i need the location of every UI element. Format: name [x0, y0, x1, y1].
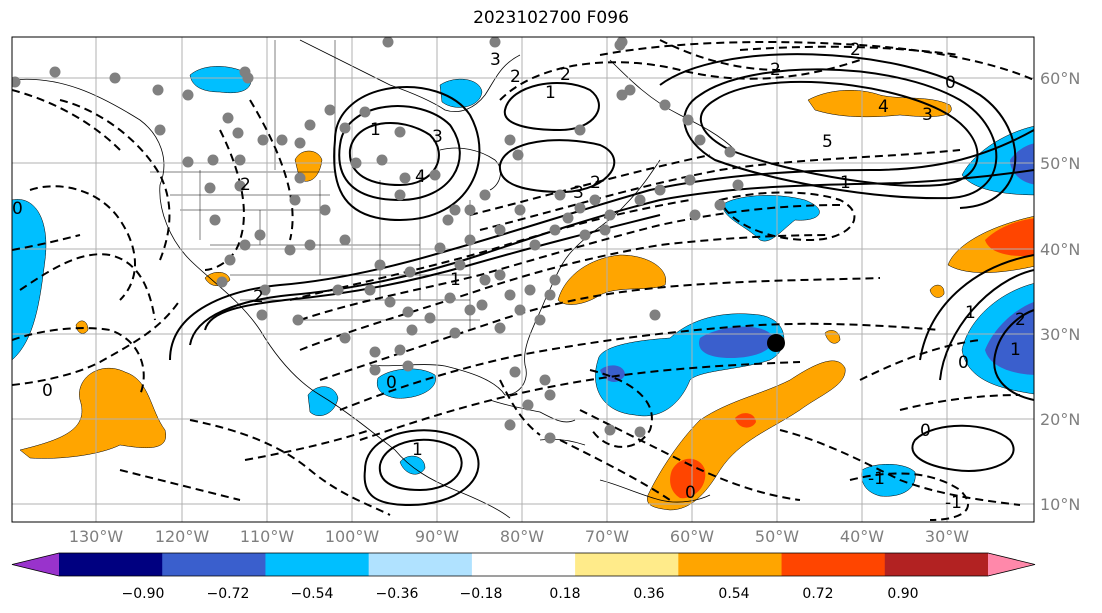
colorbar-tick-labels: −0.90 −0.72 −0.54 −0.36 −0.18 0.18 0.36 … — [122, 586, 919, 602]
lat-label-30n: 30°N — [1040, 325, 1080, 344]
lon-label-80w: 80°W — [500, 527, 544, 546]
contour-label: 4 — [415, 167, 426, 187]
map-title: 2023102700 F096 — [473, 8, 629, 28]
colorbar-segment — [781, 553, 886, 576]
contour-label: 0 — [12, 199, 23, 219]
contour-label: 0 — [945, 73, 956, 93]
colorbar-segment — [59, 553, 163, 576]
shading-negative-strong — [985, 301, 1034, 375]
contour-label: 1 — [545, 83, 556, 103]
contour-label: 5 — [822, 132, 833, 152]
colorbar-segment — [884, 553, 989, 576]
shading-positive — [557, 254, 667, 305]
contour-labels: 2 1 2 3 3 1 3 5 1 0 4 4 3 2 0 2 0 1 -1 0… — [12, 40, 1026, 513]
contour-label: 2 — [1015, 310, 1026, 330]
contour-label: 2 — [253, 287, 264, 307]
lon-label-120w: 120°W — [155, 527, 210, 546]
shading-positive — [824, 330, 841, 344]
colorbar-tick-label: 0.36 — [633, 586, 664, 602]
lon-label-110w: 110°W — [240, 527, 295, 546]
contour-label: 0 — [920, 421, 931, 441]
colorbar-segment — [368, 553, 473, 576]
lat-label-10n: 10°N — [1040, 495, 1080, 514]
lat-label-40n: 40°N — [1040, 240, 1080, 259]
colorbar-segment — [678, 553, 783, 576]
colorbar-tick-label: −0.36 — [376, 586, 419, 602]
colorbar-tick-label: 0.54 — [718, 586, 749, 602]
colorbar-tick-label: −0.90 — [122, 586, 165, 602]
longitude-labels: 130°W 120°W 110°W 100°W 90°W 80°W 70°W 6… — [69, 527, 969, 546]
lat-label-50n: 50°N — [1040, 154, 1080, 173]
shading-positive-strong — [735, 413, 756, 428]
shading-negative — [12, 199, 47, 361]
contour-label: 2 — [510, 67, 521, 87]
shading-negative — [189, 66, 252, 93]
map-frame — [11, 36, 1035, 523]
colorbar-outline — [11, 552, 1036, 577]
contour-label: 3 — [922, 105, 933, 125]
contour-label: 1 — [965, 303, 976, 323]
shading-positive — [19, 367, 167, 459]
colorbar-tick-label: −0.72 — [207, 586, 250, 602]
contour-label: 3 — [432, 127, 443, 147]
contour-label: 1 — [1010, 340, 1021, 360]
lon-label-130w: 130°W — [69, 527, 124, 546]
shading-negative — [307, 386, 339, 416]
colorbar-segment — [471, 553, 576, 576]
lon-label-50w: 50°W — [755, 527, 799, 546]
colorbar-extend-min — [12, 553, 59, 576]
contour-label: 2 — [590, 173, 601, 193]
shading-negative — [861, 464, 916, 497]
contour-label: 0 — [958, 353, 969, 373]
colorbar-segment — [575, 553, 679, 576]
contour-label: 1 — [412, 440, 423, 460]
contour-label: 4 — [878, 97, 889, 117]
contour-label: -1 — [868, 469, 885, 489]
storm-position-marker — [767, 334, 785, 352]
contour-label: -1 — [945, 493, 962, 513]
contour-label: 3 — [490, 50, 501, 70]
lon-label-100w: 100°W — [325, 527, 380, 546]
dashed-contours — [12, 39, 1034, 521]
map-plot-area: 2 1 2 3 3 1 3 5 1 0 4 4 3 2 0 2 0 1 -1 0… — [12, 37, 1034, 522]
contour-label: 0 — [42, 381, 53, 401]
contour-label: 0 — [685, 483, 696, 503]
lon-label-40w: 40°W — [840, 527, 884, 546]
colorbar-extend-max — [988, 553, 1035, 576]
contour-label: 2 — [240, 175, 251, 195]
lon-label-30w: 30°W — [925, 527, 969, 546]
lat-label-20n: 20°N — [1040, 410, 1080, 429]
colorbar-tick-label: 0.72 — [802, 586, 833, 602]
contour-label: 1 — [840, 173, 851, 193]
shading-positive — [929, 284, 945, 298]
lon-label-60w: 60°W — [670, 527, 714, 546]
colorbar-tick-label: 0.18 — [549, 586, 580, 602]
shading-positive-strong — [985, 218, 1034, 257]
lat-label-60n: 60°N — [1040, 69, 1080, 88]
shading-negative — [399, 455, 426, 475]
gridlines — [12, 37, 1034, 522]
colorbar-tick-label: 0.90 — [887, 586, 918, 602]
contour-label: 3 — [573, 183, 584, 203]
colorbar-tick-label: −0.18 — [460, 586, 503, 602]
contour-label: 1 — [370, 120, 381, 140]
shading-negative — [439, 78, 483, 108]
contour-label: 2 — [850, 40, 861, 60]
latitude-labels: 60°N 50°N 40°N 30°N 20°N 10°N — [1040, 69, 1080, 514]
lon-label-90w: 90°W — [415, 527, 459, 546]
contour-label: 2 — [770, 60, 781, 80]
shading-positive — [807, 90, 952, 118]
dots-layer — [12, 37, 744, 444]
lon-label-70w: 70°W — [585, 527, 629, 546]
colorbar-segment — [265, 553, 370, 576]
colorbar — [11, 552, 1036, 577]
contour-label: 0 — [386, 373, 397, 393]
colorbar-tick-label: −0.54 — [291, 586, 334, 602]
colorbar-segment — [162, 553, 266, 576]
shading-layer — [12, 66, 1034, 511]
contour-label: 1 — [450, 270, 461, 290]
contour-label: 2 — [560, 65, 571, 85]
